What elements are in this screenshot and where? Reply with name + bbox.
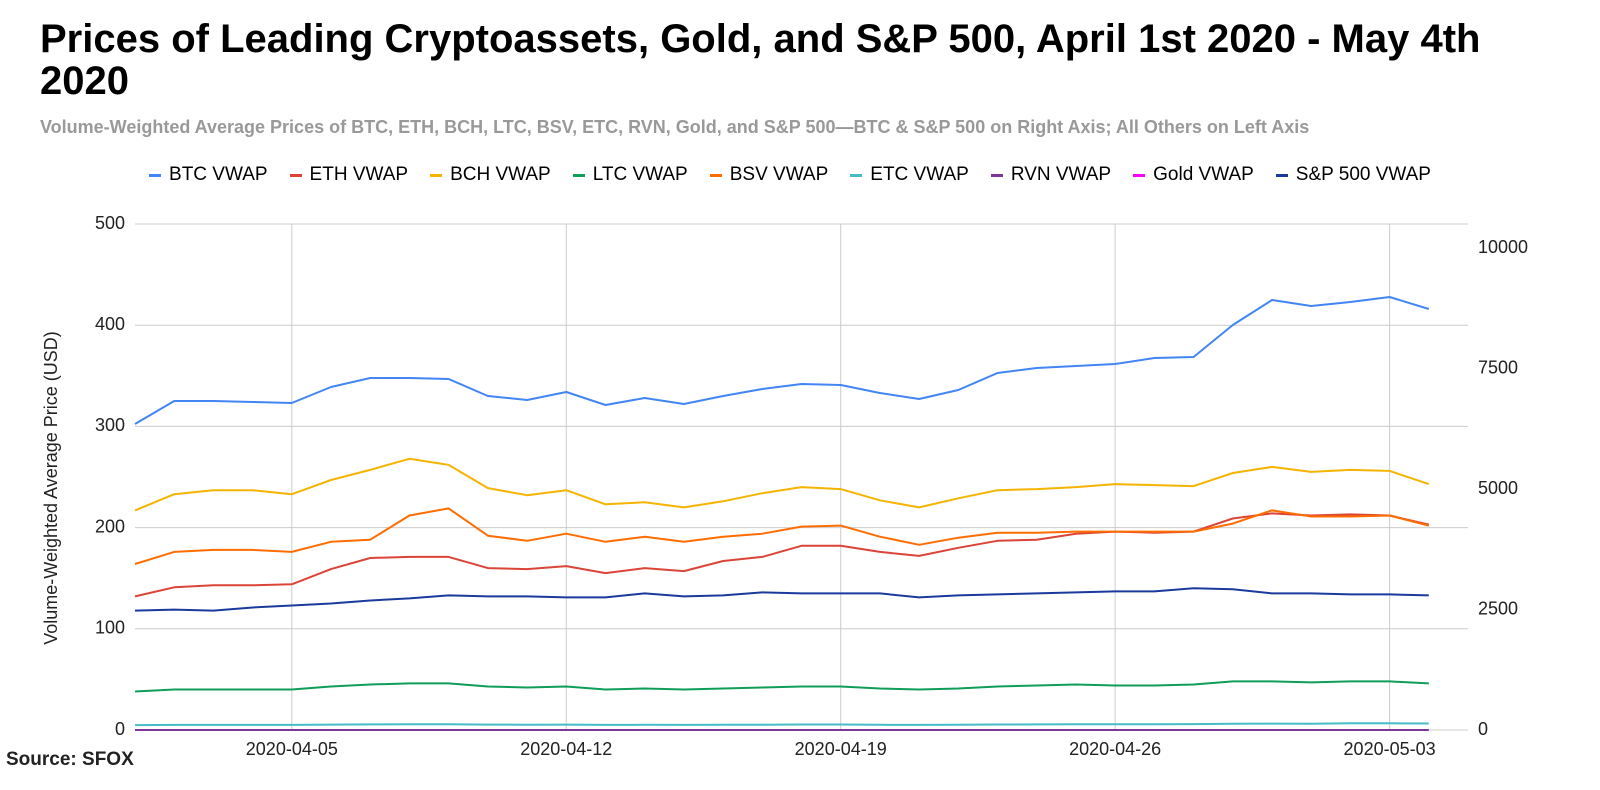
legend-item: BTC VWAP xyxy=(149,164,268,186)
legend-item: RVN VWAP xyxy=(990,164,1112,186)
y-tick-label: 400 xyxy=(95,314,125,334)
x-tick-label: 2020-04-05 xyxy=(246,739,338,759)
legend-swatch xyxy=(149,173,162,177)
legend-label: ETC VWAP xyxy=(870,164,969,185)
y2-tick-label: 10000 xyxy=(1478,237,1528,257)
y-tick-label: 0 xyxy=(115,719,125,739)
series-line xyxy=(134,507,1430,565)
legend-swatch xyxy=(572,173,585,177)
legend-swatch xyxy=(1275,173,1288,177)
y-axis-title: Volume-Weighted Average Price (USD) xyxy=(41,331,61,644)
legend-item: LTC VWAP xyxy=(572,164,688,186)
x-tick-label: 2020-04-12 xyxy=(520,739,612,759)
x-tick-label: 2020-04-19 xyxy=(795,739,887,759)
x-tick-label: 2020-05-03 xyxy=(1344,739,1436,759)
chart-title: Prices of Leading Cryptoassets, Gold, an… xyxy=(40,17,1481,103)
legend-item: ETC VWAP xyxy=(850,164,969,186)
legend-label: S&P 500 VWAP xyxy=(1295,164,1431,185)
series-line xyxy=(134,587,1429,612)
y2-tick-label: 2500 xyxy=(1478,598,1518,618)
y-tick-label: 200 xyxy=(95,516,125,536)
legend-label: Gold VWAP xyxy=(1153,164,1254,185)
y2-tick-label: 7500 xyxy=(1478,357,1518,377)
legend: BTC VWAP ETH VWAP BCH VWAP LTC VWAP BSV VWAP… xyxy=(0,164,1580,186)
source: Source: SFOX xyxy=(6,749,134,770)
legend-swatch xyxy=(850,173,863,177)
legend-label: RVN VWAP xyxy=(1010,164,1112,185)
plot-area xyxy=(134,296,1430,731)
legend-swatch xyxy=(430,173,443,177)
legend-item: BCH VWAP xyxy=(430,164,551,186)
y-tick-label: 100 xyxy=(95,618,125,638)
legend-swatch xyxy=(990,173,1003,177)
legend-swatch xyxy=(709,173,722,177)
legend-item: Gold VWAP xyxy=(1133,164,1254,186)
y2-tick-label: 0 xyxy=(1478,719,1488,739)
legend-label: BTC VWAP xyxy=(169,164,268,185)
legend-swatch xyxy=(1133,173,1146,177)
series-line xyxy=(134,680,1429,693)
series-line xyxy=(134,722,1429,727)
legend-label: BSV VWAP xyxy=(729,164,829,185)
y2-tick-label: 5000 xyxy=(1478,478,1518,498)
legend-label: ETH VWAP xyxy=(309,164,409,185)
y-tick-label: 300 xyxy=(95,415,125,435)
chart-subtitle: Volume-Weighted Average Prices of BTC, E… xyxy=(40,117,1310,137)
legend-item: S&P 500 VWAP xyxy=(1275,164,1431,186)
legend-label: BCH VWAP xyxy=(450,164,551,185)
legend-item: BSV VWAP xyxy=(709,164,829,186)
y-tick-label: 500 xyxy=(95,213,125,233)
series-line xyxy=(134,296,1430,425)
x-tick-label: 2020-04-26 xyxy=(1069,739,1161,759)
legend-label: LTC VWAP xyxy=(592,164,688,185)
series-line xyxy=(134,512,1430,598)
legend-swatch xyxy=(289,173,302,177)
series-line xyxy=(134,457,1430,512)
legend-item: ETH VWAP xyxy=(289,164,409,186)
